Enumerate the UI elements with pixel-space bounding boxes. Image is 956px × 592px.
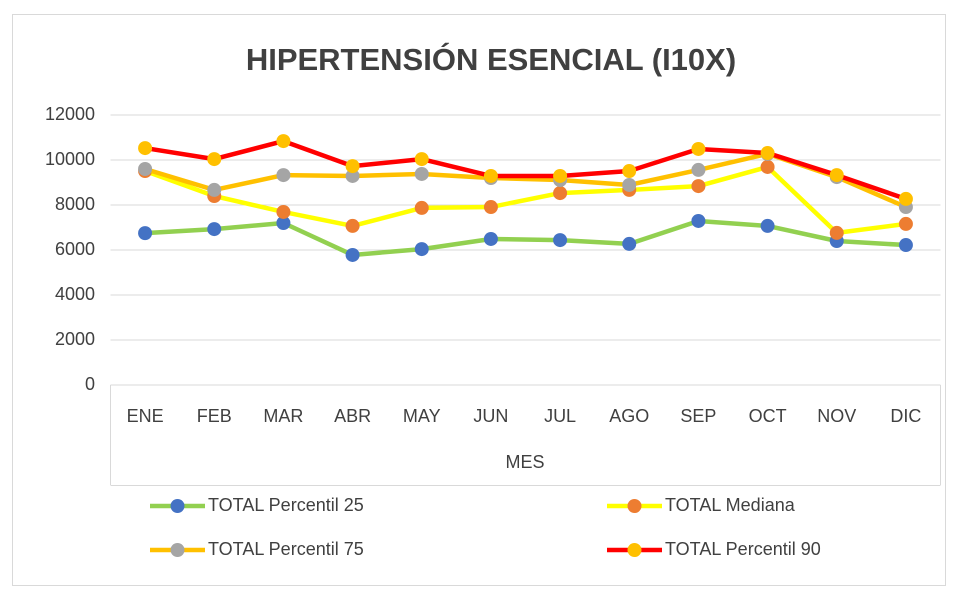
- x-tick-label: AGO: [609, 406, 649, 426]
- y-tick-label: 6000: [55, 239, 95, 259]
- data-point: [829, 168, 844, 183]
- data-point: [691, 141, 706, 156]
- data-point: [483, 231, 498, 246]
- data-point: [622, 236, 637, 251]
- data-point: [345, 247, 360, 262]
- x-tick-label: NOV: [817, 406, 856, 426]
- series-line: [144, 138, 907, 202]
- data-point: [829, 225, 844, 240]
- x-tick-label: JUN: [473, 406, 508, 426]
- data-point: [622, 177, 637, 192]
- y-tick-label: 8000: [55, 194, 95, 214]
- data-point: [553, 233, 568, 248]
- legend-marker: [627, 499, 642, 513]
- data-point: [414, 152, 429, 167]
- data-point: [622, 164, 637, 179]
- x-axis-title: MES: [505, 452, 544, 472]
- y-tick-label: 12000: [45, 104, 95, 124]
- data-point: [898, 238, 913, 253]
- data-point: [414, 242, 429, 257]
- x-tick-label: MAY: [403, 406, 441, 426]
- x-tick-label: ABR: [334, 406, 371, 426]
- data-point: [898, 191, 913, 206]
- data-point: [553, 186, 568, 201]
- x-tick-label: ENE: [127, 406, 164, 426]
- data-point: [138, 141, 153, 156]
- legend-label: TOTAL Mediana: [665, 495, 796, 515]
- legend-marker: [627, 543, 642, 557]
- data-point: [691, 213, 706, 228]
- y-tick-label: 10000: [45, 149, 95, 169]
- legend-marker: [170, 499, 185, 513]
- data-point: [553, 168, 568, 183]
- data-point: [483, 200, 498, 215]
- data-point: [207, 182, 222, 197]
- data-point: [345, 168, 360, 183]
- x-tick-label: OCT: [749, 406, 787, 426]
- legend-marker: [170, 543, 185, 557]
- data-point: [276, 134, 291, 149]
- series-line: [144, 164, 907, 236]
- data-point: [691, 179, 706, 194]
- data-point: [760, 218, 775, 233]
- data-point: [898, 216, 913, 231]
- x-tick-label: MAR: [263, 406, 303, 426]
- data-point: [138, 162, 153, 176]
- data-point: [691, 162, 706, 177]
- data-point: [138, 226, 153, 241]
- data-point: [414, 166, 429, 181]
- data-point: [483, 168, 498, 183]
- data-point: [276, 204, 291, 219]
- data-point: [276, 168, 291, 183]
- data-point: [760, 146, 775, 161]
- legend-label: TOTAL Percentil 25: [208, 495, 364, 515]
- x-tick-label: JUL: [544, 406, 576, 426]
- x-tick-label: FEB: [197, 406, 232, 426]
- chart-border: [12, 14, 946, 586]
- data-point: [345, 218, 360, 233]
- x-tick-label: SEP: [680, 406, 716, 426]
- data-point: [207, 152, 222, 167]
- y-tick-label: 0: [85, 374, 95, 394]
- data-point: [276, 216, 291, 230]
- y-tick-label: 4000: [55, 284, 95, 304]
- data-point: [207, 222, 222, 237]
- legend-label: TOTAL Percentil 90: [665, 539, 821, 559]
- y-tick-label: 2000: [55, 329, 95, 349]
- chart-title: HIPERTENSIÓN ESENCIAL (I10X): [246, 41, 736, 77]
- data-point: [760, 159, 775, 174]
- data-point: [345, 159, 360, 174]
- x-tick-label: DIC: [890, 406, 921, 426]
- series-line: [144, 218, 907, 258]
- data-point: [414, 200, 429, 215]
- legend-label: TOTAL Percentil 75: [208, 539, 364, 559]
